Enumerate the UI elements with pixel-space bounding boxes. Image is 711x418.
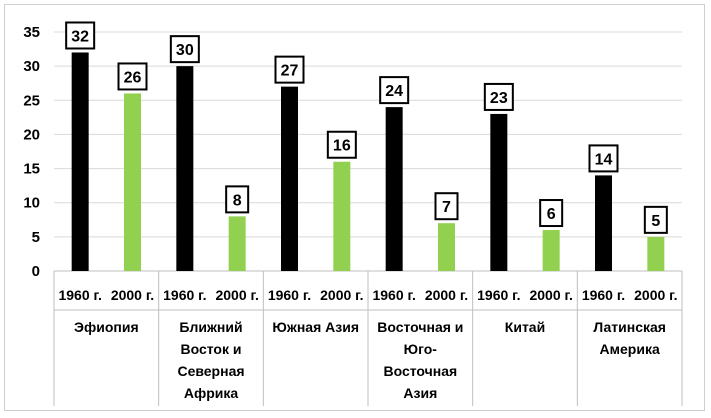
- group-label-line: Ближний: [179, 319, 242, 335]
- data-label-box: [169, 35, 200, 64]
- bar: [228, 216, 246, 271]
- group-label: Китай: [505, 319, 545, 335]
- data-label: 23: [490, 90, 508, 107]
- data-label-box: [643, 205, 668, 234]
- data-label-box: [539, 199, 564, 228]
- data-label-box: [588, 144, 619, 173]
- group-label-line: Эфиопия: [74, 319, 139, 335]
- y-tick-label: 25: [23, 92, 40, 109]
- data-label: 8: [233, 192, 242, 209]
- group-label-line: Южная Азия: [272, 319, 359, 335]
- group-label-line: Восток и: [181, 341, 242, 357]
- y-tick-label: 30: [23, 58, 40, 75]
- data-label-box: [483, 82, 514, 111]
- group-label-line: Латинская: [593, 319, 666, 335]
- bar: [176, 66, 194, 272]
- group-label: Латинская Америка: [593, 319, 666, 357]
- group-label-line: Китай: [505, 319, 545, 335]
- data-label: 24: [385, 83, 403, 100]
- group-label: Восточная и Юго- Восточная Азия: [377, 319, 463, 401]
- y-tick-label: 35: [23, 24, 40, 41]
- group-label-line: Юго-: [404, 341, 438, 357]
- group-label-line: Восточная: [383, 363, 457, 379]
- data-label: 32: [71, 28, 89, 45]
- bar: [333, 161, 351, 271]
- data-label-box: [274, 55, 305, 84]
- bar: [124, 93, 141, 271]
- data-label-box: [434, 192, 459, 221]
- data-label: 6: [547, 206, 556, 223]
- group-label: Эфиопия: [74, 319, 139, 335]
- data-label-box: [225, 185, 250, 214]
- group-label: Южная Азия: [272, 319, 359, 335]
- data-label: 16: [333, 138, 351, 155]
- data-label: 27: [281, 63, 299, 80]
- data-label-box: [326, 130, 357, 159]
- y-tick-label: 15: [23, 161, 40, 178]
- data-label-box: [117, 62, 148, 91]
- bar: [542, 230, 560, 271]
- bar: [438, 223, 455, 271]
- group-label-line: Африка: [184, 385, 239, 401]
- group-label-line: Северная: [177, 363, 244, 379]
- y-tick-label: 0: [32, 263, 40, 280]
- group-label-line: Америка: [600, 341, 660, 357]
- data-label: 26: [124, 69, 142, 86]
- group-label-line: Азия: [403, 385, 437, 401]
- x-tick-label: 1960 г.: [477, 287, 520, 303]
- y-tick-label: 20: [23, 126, 40, 143]
- x-tick-label: 2000 г.: [529, 287, 572, 303]
- x-tick-label: 2000 г.: [215, 287, 258, 303]
- y-tick-label: 5: [32, 229, 40, 246]
- bar: [385, 107, 403, 271]
- data-label: 30: [176, 42, 194, 59]
- x-tick-label: 1960 г.: [268, 287, 311, 303]
- x-tick-label: 2000 г.: [111, 287, 154, 303]
- data-label-box: [65, 21, 96, 50]
- x-tick-label: 2000 г.: [320, 287, 363, 303]
- group-label-line: Восточная и: [377, 319, 463, 335]
- group-label: Ближний Восток и Северная Африка: [177, 319, 244, 401]
- x-tick-label: 1960 г.: [163, 287, 206, 303]
- x-tick-label: 1960 г.: [58, 287, 101, 303]
- bar: [281, 86, 298, 271]
- x-tick-label: 2000 г.: [634, 287, 677, 303]
- data-label: 5: [651, 213, 660, 230]
- bar: [490, 113, 508, 271]
- x-tick-label: 2000 г.: [425, 287, 468, 303]
- bar: [595, 175, 612, 271]
- data-label-box: [379, 76, 410, 105]
- data-label: 7: [442, 199, 451, 216]
- bar: [71, 52, 89, 271]
- x-tick-label: 1960 г.: [582, 287, 625, 303]
- y-tick-label: 10: [23, 195, 40, 212]
- data-label: 14: [595, 151, 613, 168]
- bar: [647, 236, 665, 271]
- x-tick-label: 1960 г.: [372, 287, 415, 303]
